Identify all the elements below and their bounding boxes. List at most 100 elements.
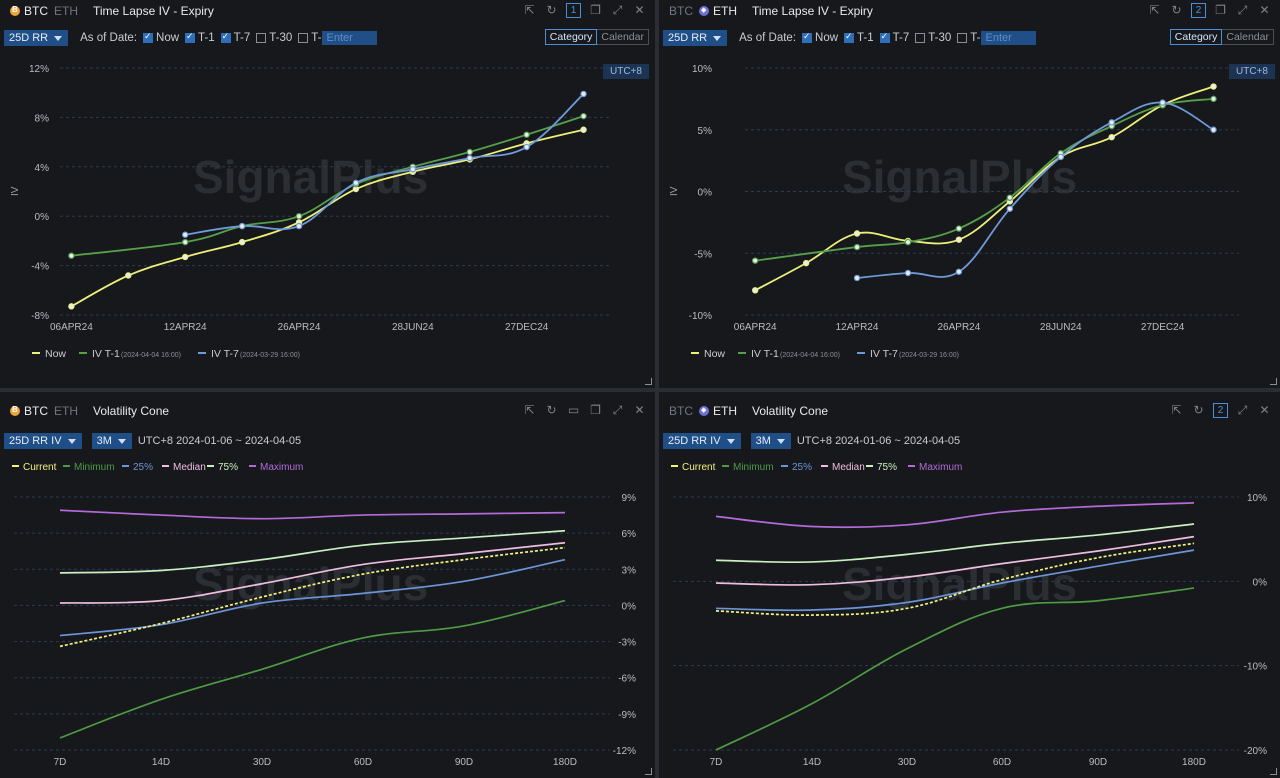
refresh-icon[interactable]: ↻ [546, 403, 557, 417]
t1-checkbox[interactable]: T-1 [844, 31, 874, 44]
expand-icon[interactable]: ⤢ [612, 3, 623, 17]
eth-icon [699, 406, 709, 416]
panel-number-badge[interactable]: 1 [566, 3, 581, 18]
data-point-t7 [904, 269, 912, 277]
data-point-t7 [1057, 153, 1064, 161]
coin-eth-tab[interactable]: ETH [696, 404, 740, 418]
y-tick-label: 9% [622, 493, 637, 504]
now-checkbox[interactable]: Now [802, 31, 838, 44]
legend-p75: 75% [877, 462, 897, 473]
external-link-icon[interactable]: ⇱ [1149, 3, 1160, 17]
metric-select[interactable]: 25D RR [4, 30, 69, 46]
y-tick-label: 10% [692, 64, 712, 75]
external-link-icon[interactable]: ⇱ [524, 3, 535, 17]
external-link-icon[interactable]: ⇱ [1171, 403, 1182, 417]
refresh-icon[interactable]: ↻ [546, 3, 557, 17]
data-point-now [751, 287, 759, 294]
panel-header: BTC ETH Volatility Cone ⇱ ↻ ▭ ❐ ⤢ ✕ [0, 400, 655, 422]
folder-icon[interactable]: ▭ [567, 403, 580, 417]
panel-header: BTC ETH Time Lapse IV - Expiry ⇱ ↻ 2 ❐ ⤢… [659, 0, 1280, 22]
resize-handle[interactable] [645, 768, 652, 775]
close-icon[interactable]: ✕ [634, 403, 645, 417]
checkbox-icon [957, 33, 968, 43]
checkbox-icon [143, 31, 154, 43]
now-checkbox[interactable]: Now [143, 31, 179, 44]
duplicate-icon[interactable]: ❐ [1215, 3, 1226, 17]
resize-handle[interactable] [645, 378, 652, 385]
legend-t1: IV T-1 [92, 348, 120, 360]
data-point-t1 [580, 112, 587, 120]
panel-header: BTC ETH Volatility Cone ⇱ ↻ 2 ⤢ ✕ [659, 400, 1280, 422]
refresh-icon[interactable]: ↻ [1171, 3, 1182, 17]
duplicate-icon[interactable]: ❐ [590, 3, 601, 17]
close-icon[interactable]: ✕ [1259, 403, 1270, 417]
legend-current: Current [682, 462, 716, 473]
calendar-toggle[interactable]: Calendar [601, 31, 644, 43]
calendar-toggle[interactable]: Calendar [1226, 31, 1269, 43]
coin-eth-tab[interactable]: ETH [696, 4, 740, 18]
data-point-now [955, 236, 963, 243]
timezone-badge[interactable]: UTC+8 [1229, 64, 1275, 79]
resize-handle[interactable] [1270, 768, 1277, 775]
coin-eth-tab[interactable]: ETH [54, 4, 78, 18]
series-line-p75 [715, 523, 1195, 564]
coin-btc-tab[interactable]: BTC [7, 404, 51, 418]
coin-btc-tab[interactable]: BTC [7, 4, 51, 18]
data-point-now [125, 272, 132, 279]
metric-select[interactable]: 25D RR [663, 30, 728, 46]
metric-select[interactable]: 25D RR IV [663, 433, 741, 449]
data-point-t1 [853, 243, 861, 251]
close-icon[interactable]: ✕ [1259, 3, 1270, 17]
legend-p25: 25% [133, 462, 153, 473]
tenor-select[interactable]: 3M [750, 433, 791, 449]
panel-title: Volatility Cone [752, 404, 829, 418]
coin-btc-tab[interactable]: BTC [669, 4, 693, 18]
custom-day-input[interactable]: Enter [321, 31, 377, 45]
metric-select[interactable]: 25D RR IV [4, 433, 82, 449]
data-point-now [68, 303, 75, 310]
data-point-now [1210, 83, 1217, 90]
expand-icon[interactable]: ⤢ [1237, 3, 1248, 17]
panel-number-badge[interactable]: 2 [1213, 403, 1228, 418]
resize-handle[interactable] [1270, 378, 1277, 385]
chart-canvas: SignalPlus -12% -9% -6% -3% 0% 3% 6% 9% 7D 14D 30D 6… [12, 462, 637, 768]
checkbox-icon [802, 31, 813, 43]
legend-median: Median [832, 462, 865, 473]
refresh-icon[interactable]: ↻ [1193, 403, 1204, 417]
t7-checkbox[interactable]: T-7 [879, 31, 909, 44]
expand-icon[interactable]: ⤢ [1237, 403, 1248, 417]
close-icon[interactable]: ✕ [634, 3, 645, 17]
series-line-median [59, 541, 566, 604]
y-tick-label: 5% [698, 126, 713, 137]
timezone-badge[interactable]: UTC+8 [603, 64, 649, 79]
data-point-t7 [295, 222, 303, 230]
legend-now: Now [704, 348, 725, 360]
t30-checkbox[interactable]: T-30 [256, 32, 292, 44]
x-tick-label: 26APR24 [937, 322, 980, 333]
x-tick-label: 30D [253, 757, 271, 768]
coin-switch: BTC ETH [7, 404, 81, 418]
coin-btc-tab[interactable]: BTC [669, 404, 693, 418]
category-toggle[interactable]: Category [544, 29, 598, 45]
tx-checkbox[interactable]: T- [298, 32, 322, 44]
y-tick-label: 3% [622, 565, 637, 576]
date-range[interactable]: UTC+8 2024-01-06 ~ 2024-04-05 [796, 435, 961, 447]
x-tick-label: 12APR24 [836, 322, 879, 333]
custom-day-input[interactable]: Enter [980, 31, 1036, 45]
panel-number-badge[interactable]: 2 [1191, 3, 1206, 18]
tx-checkbox[interactable]: T- [957, 32, 981, 44]
duplicate-icon[interactable]: ❐ [590, 403, 601, 417]
data-point-now [580, 126, 587, 133]
external-link-icon[interactable]: ⇱ [524, 403, 535, 417]
panel-btc-time-lapse: BTC ETH Time Lapse IV - Expiry ⇱ ↻ 1 ❐ ⤢… [0, 0, 655, 388]
t7-checkbox[interactable]: T-7 [220, 31, 250, 44]
date-range[interactable]: UTC+8 2024-01-06 ~ 2024-04-05 [137, 435, 302, 447]
data-point-t1 [1006, 194, 1014, 201]
series-line-median [715, 535, 1195, 586]
coin-eth-tab[interactable]: ETH [54, 404, 78, 418]
t1-checkbox[interactable]: T-1 [185, 31, 215, 44]
t30-checkbox[interactable]: T-30 [915, 32, 951, 44]
category-toggle[interactable]: Category [1169, 29, 1223, 45]
tenor-select[interactable]: 3M [91, 433, 132, 449]
expand-icon[interactable]: ⤢ [612, 403, 623, 417]
